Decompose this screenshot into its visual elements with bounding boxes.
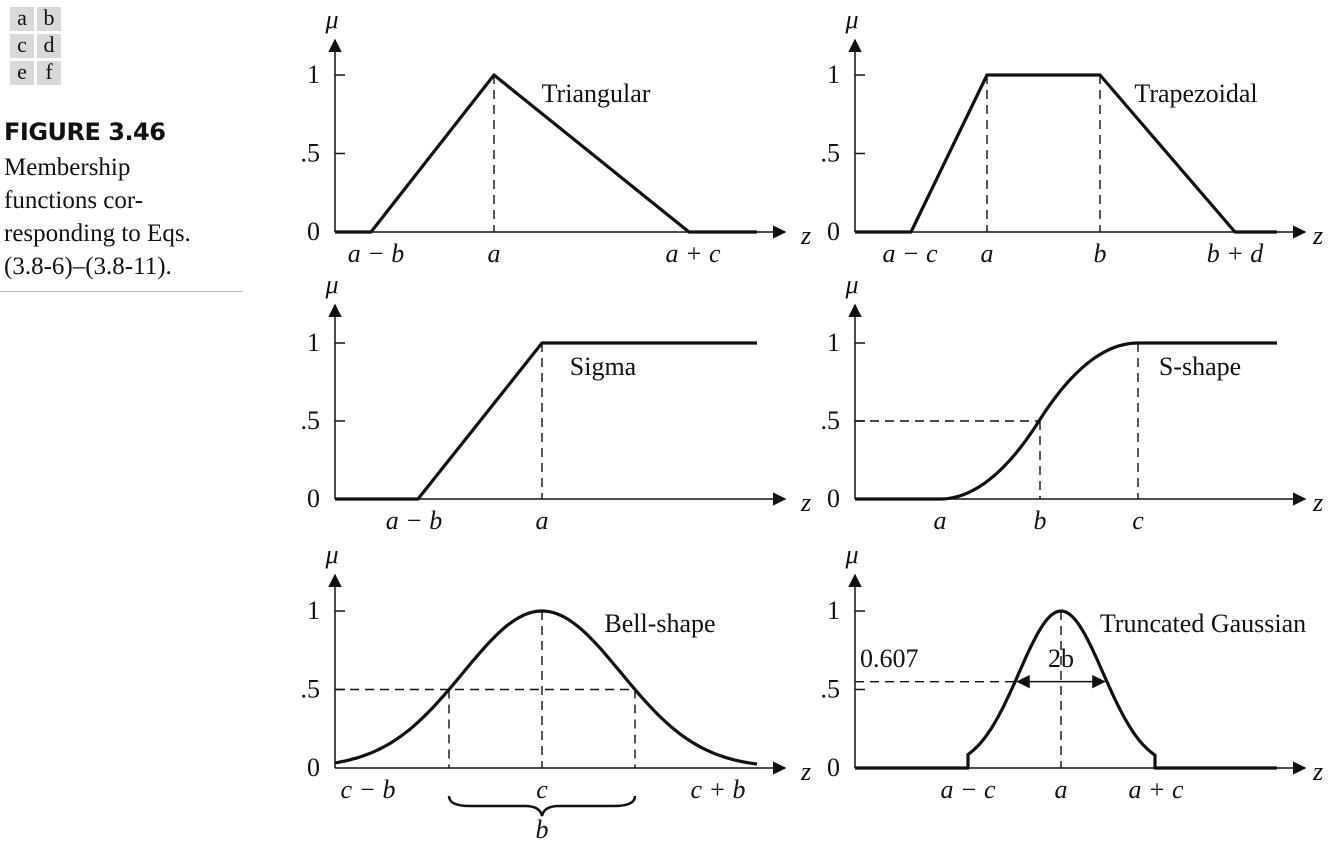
y-tick-label: 0 bbox=[827, 753, 840, 782]
x-tick-label: a − c bbox=[882, 239, 938, 268]
x-tick-label: a bbox=[934, 506, 947, 535]
x-tick-label: a bbox=[1055, 775, 1068, 804]
function-name: Triangular bbox=[542, 79, 651, 108]
caption-title: FIGURE 3.46 bbox=[4, 118, 166, 146]
x-tick-label: a − b bbox=[386, 506, 443, 535]
function-name: Truncated Gaussian bbox=[1100, 609, 1306, 638]
y-tick-label: 1 bbox=[307, 328, 320, 357]
caption-line-4: (3.8-6)–(3.8-11). bbox=[4, 253, 172, 280]
caption-line-1: Membership bbox=[4, 154, 131, 181]
y-tick-label: 0 bbox=[827, 484, 840, 513]
x-tick-label: c bbox=[536, 775, 548, 804]
x-tick-label: a bbox=[488, 239, 501, 268]
function-name: S-shape bbox=[1159, 352, 1241, 381]
y-tick-label: 0 bbox=[307, 484, 320, 513]
level-label: 0.607 bbox=[860, 644, 919, 673]
function-name: Sigma bbox=[570, 352, 637, 381]
x-tick-label: b + d bbox=[1207, 239, 1265, 268]
y-tick-label: .5 bbox=[821, 675, 841, 704]
grid-cell-a: a bbox=[10, 7, 34, 31]
y-axis-label: μ bbox=[844, 540, 858, 569]
y-axis-label: μ bbox=[324, 5, 338, 34]
brace-label: b bbox=[536, 815, 549, 844]
membership-curve bbox=[334, 609, 758, 766]
y-tick-label: .5 bbox=[301, 406, 321, 435]
x-axis-label: z bbox=[1312, 488, 1323, 517]
grid-cell-b: b bbox=[37, 7, 61, 31]
y-tick-label: .5 bbox=[301, 675, 321, 704]
y-axis-label: μ bbox=[324, 540, 338, 569]
x-axis-label: z bbox=[800, 488, 811, 517]
caption-line-2: functions cor- bbox=[4, 187, 144, 214]
function-name: Trapezoidal bbox=[1134, 79, 1257, 108]
y-tick-label: 0 bbox=[307, 217, 320, 246]
x-tick-label: a − b bbox=[348, 239, 405, 268]
grid-cell-c: c bbox=[10, 34, 34, 58]
y-axis-label: μ bbox=[844, 270, 858, 299]
x-tick-label: a + c bbox=[1128, 775, 1184, 804]
panel-triangular: μ z 1 .5 0 a − b a a + c Triangular bbox=[301, 5, 812, 268]
panel-sigma: μ z 1 .5 0 a − b a Sigma bbox=[301, 270, 812, 535]
caption-line-3: responding to Eqs. bbox=[4, 220, 191, 247]
x-tick-label: c − b bbox=[340, 775, 395, 804]
x-tick-label: a − c bbox=[940, 775, 996, 804]
membership-curve bbox=[855, 73, 1277, 234]
panel-s-shape: μ z 1 .5 0 a b c S-shape bbox=[821, 270, 1324, 535]
grid-cell-f: f bbox=[37, 61, 61, 85]
y-tick-label: 1 bbox=[307, 60, 320, 89]
panel-truncated-gaussian: μ z 1 .5 0 0.607 2b a − c a a + c Truncated Gaussi… bbox=[821, 540, 1324, 804]
x-axis-label: z bbox=[1312, 221, 1323, 250]
x-axis-label: z bbox=[800, 221, 811, 250]
panel-bell-shape: μ z 1 .5 0 c − b c c + b Bell-shape b bbox=[301, 540, 812, 844]
caption-divider bbox=[0, 291, 243, 292]
width-label: 2b bbox=[1048, 644, 1074, 673]
y-tick-label: 1 bbox=[827, 596, 840, 625]
x-axis-label: z bbox=[1312, 757, 1323, 786]
grid-cell-e: e bbox=[10, 61, 34, 85]
x-tick-label: b bbox=[1094, 239, 1107, 268]
membership-curve bbox=[335, 341, 757, 501]
function-name: Bell-shape bbox=[604, 609, 715, 638]
y-axis-label: μ bbox=[844, 5, 858, 34]
width-brace bbox=[447, 795, 637, 817]
y-tick-label: .5 bbox=[301, 139, 321, 168]
y-tick-label: 0 bbox=[827, 217, 840, 246]
x-tick-label: a bbox=[536, 506, 549, 535]
y-axis-label: μ bbox=[324, 270, 338, 299]
x-tick-label: c bbox=[1132, 506, 1144, 535]
y-tick-label: 0 bbox=[307, 753, 320, 782]
grid-cell-d: d bbox=[37, 34, 61, 58]
y-tick-label: 1 bbox=[827, 60, 840, 89]
panel-trapezoidal: μ z 1 .5 0 a − c a b b + d Trapezoidal bbox=[821, 5, 1324, 268]
y-tick-label: .5 bbox=[821, 406, 841, 435]
x-tick-label: a + c bbox=[665, 239, 721, 268]
y-tick-label: .5 bbox=[821, 139, 841, 168]
x-tick-label: c + b bbox=[690, 775, 745, 804]
x-tick-label: b bbox=[1034, 506, 1047, 535]
x-tick-label: a bbox=[981, 239, 994, 268]
y-tick-label: 1 bbox=[307, 596, 320, 625]
y-tick-label: 1 bbox=[827, 328, 840, 357]
x-axis-label: z bbox=[800, 757, 811, 786]
